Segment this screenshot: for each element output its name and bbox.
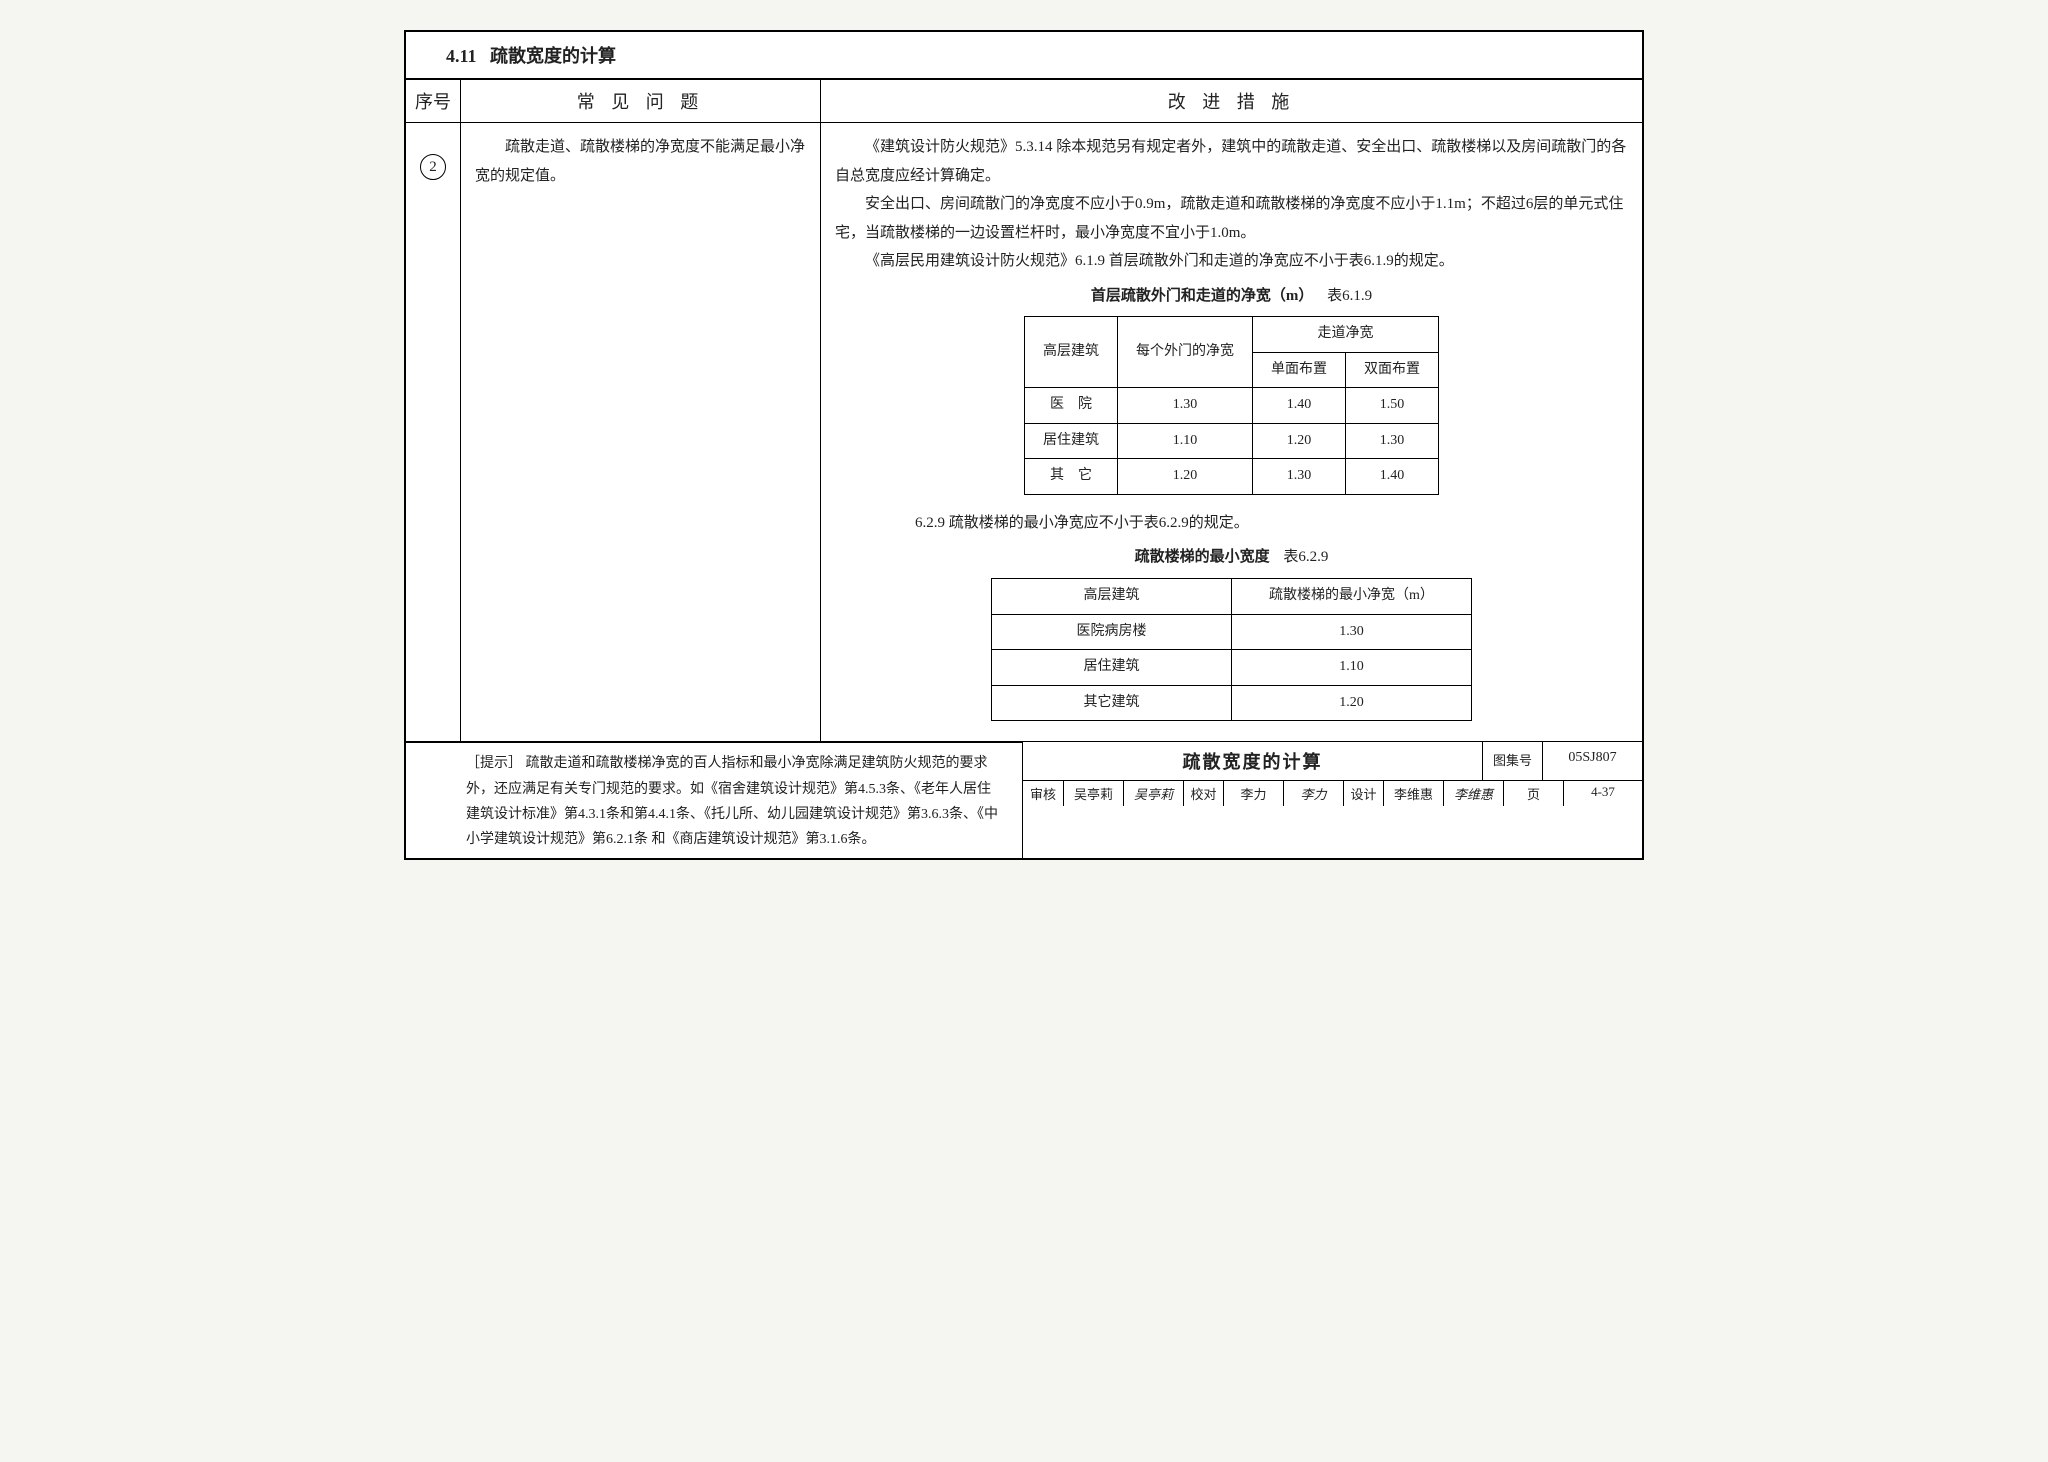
check-label: 校对: [1183, 781, 1223, 806]
atlas-value: 05SJ807: [1542, 742, 1642, 780]
footer-left: ［提示］ 疏散走道和疏散楼梯净宽的百人指标和最小净宽除满足建筑防火规范的要求外，…: [406, 742, 1022, 858]
col-problem: 常 见 问 题 疏散走道、疏散楼梯的净宽度不能满足最小净宽的规定值。: [461, 80, 821, 741]
t1-h3: 走道净宽: [1253, 317, 1439, 353]
table2-number: 表6.2.9: [1283, 549, 1328, 565]
improve-p1: 《建筑设计防火规范》5.3.14 除本规范另有规定者外，建筑中的疏散走道、安全出…: [835, 133, 1628, 190]
table1-number: 表6.1.9: [1327, 288, 1372, 304]
t2-h2: 疏散楼梯的最小净宽（m）: [1232, 578, 1472, 614]
table2: 高层建筑 疏散楼梯的最小净宽（m） 医院病房楼 1.30 居住建筑 1.10 其…: [991, 578, 1472, 721]
check-signature: 李力: [1283, 781, 1343, 806]
improve-p2: 安全出口、房间疏散门的净宽度不应小于0.9m，疏散走道和疏散楼梯的净宽度不应小于…: [835, 190, 1628, 247]
title-block-top: 疏散宽度的计算 图集号 05SJ807: [1023, 742, 1642, 781]
header-seq: 序号: [406, 80, 460, 123]
section-number: 4.11: [446, 46, 477, 66]
table2-caption: 疏散楼梯的最小宽度 表6.2.9: [835, 543, 1628, 572]
page-value: 4-37: [1563, 781, 1642, 806]
table-row: 医 院 1.30 1.40 1.50: [1025, 388, 1439, 424]
col-improve: 改 进 措 施 《建筑设计防火规范》5.3.14 除本规范另有规定者外，建筑中的…: [821, 80, 1642, 741]
table-row: 居住建筑 1.10 1.20 1.30: [1025, 423, 1439, 459]
t1-h2: 每个外门的净宽: [1118, 317, 1253, 388]
table-row: 其 它 1.20 1.30 1.40: [1025, 459, 1439, 495]
design-label: 设计: [1343, 781, 1383, 806]
improve-p3: 《高层民用建筑设计防火规范》6.1.9 首层疏散外门和走道的净宽应不小于表6.1…: [835, 247, 1628, 276]
t1-h1: 高层建筑: [1025, 317, 1118, 388]
col-seq: 序号 2: [406, 80, 461, 741]
table1-caption: 首层疏散外门和走道的净宽（m） 表6.1.9: [835, 282, 1628, 311]
design-signature: 李维惠: [1443, 781, 1503, 806]
check-name: 李力: [1223, 781, 1283, 806]
header-problem: 常 见 问 题: [461, 80, 820, 123]
table-row: 医院病房楼 1.30: [992, 614, 1472, 650]
design-name: 李维惠: [1383, 781, 1443, 806]
table1-caption-text: 首层疏散外门和走道的净宽（m）: [1091, 288, 1314, 304]
seq-cell: 2: [406, 123, 460, 188]
hint-label: ［提示］: [466, 756, 522, 771]
hint-text: 疏散走道和疏散楼梯净宽的百人指标和最小净宽除满足建筑防火规范的要求外，还应满足有…: [466, 756, 998, 847]
table-row: 居住建筑 1.10: [992, 650, 1472, 686]
document-page: 4.11 疏散宽度的计算 序号 2 常 见 问 题 疏散走道、疏散楼梯的净宽度不…: [404, 30, 1644, 860]
table1: 高层建筑 每个外门的净宽 走道净宽 单面布置 双面布置 医 院 1.30 1.4…: [1024, 316, 1439, 495]
problem-cell: 疏散走道、疏散楼梯的净宽度不能满足最小净宽的规定值。: [461, 123, 820, 196]
t1-h3b: 双面布置: [1346, 352, 1439, 388]
table2-caption-text: 疏散楼梯的最小宽度: [1135, 549, 1270, 565]
page-label: 页: [1503, 781, 1563, 806]
hint-row: ［提示］ 疏散走道和疏散楼梯净宽的百人指标和最小净宽除满足建筑防火规范的要求外，…: [406, 742, 1022, 858]
review-name: 吴亭莉: [1063, 781, 1123, 806]
t2-h1: 高层建筑: [992, 578, 1232, 614]
review-signature: 吴亭莉: [1123, 781, 1183, 806]
section-title: 4.11 疏散宽度的计算: [406, 32, 1642, 80]
table-row: 其它建筑 1.20: [992, 685, 1472, 721]
footer: ［提示］ 疏散走道和疏散楼梯净宽的百人指标和最小净宽除满足建筑防火规范的要求外，…: [406, 741, 1642, 858]
header-improve: 改 进 措 施: [821, 80, 1642, 123]
improve-p4: 6.2.9 疏散楼梯的最小净宽应不小于表6.2.9的规定。: [915, 509, 1628, 538]
drawing-title: 疏散宽度的计算: [1023, 742, 1482, 780]
t1-h3a: 单面布置: [1253, 352, 1346, 388]
atlas-label: 图集号: [1482, 742, 1542, 780]
section-name: 疏散宽度的计算: [490, 46, 616, 66]
improve-cell: 《建筑设计防火规范》5.3.14 除本规范另有规定者外，建筑中的疏散走道、安全出…: [821, 123, 1642, 741]
review-label: 审核: [1023, 781, 1063, 806]
title-block-bottom: 审核 吴亭莉 吴亭莉 校对 李力 李力 设计 李维惠 李维惠 页 4-37: [1023, 781, 1642, 806]
footer-right: 疏散宽度的计算 图集号 05SJ807 审核 吴亭莉 吴亭莉 校对 李力 李力 …: [1022, 742, 1642, 858]
main-table: 序号 2 常 见 问 题 疏散走道、疏散楼梯的净宽度不能满足最小净宽的规定值。 …: [406, 80, 1642, 741]
problem-text: 疏散走道、疏散楼梯的净宽度不能满足最小净宽的规定值。: [475, 133, 806, 190]
seq-number: 2: [420, 154, 446, 180]
